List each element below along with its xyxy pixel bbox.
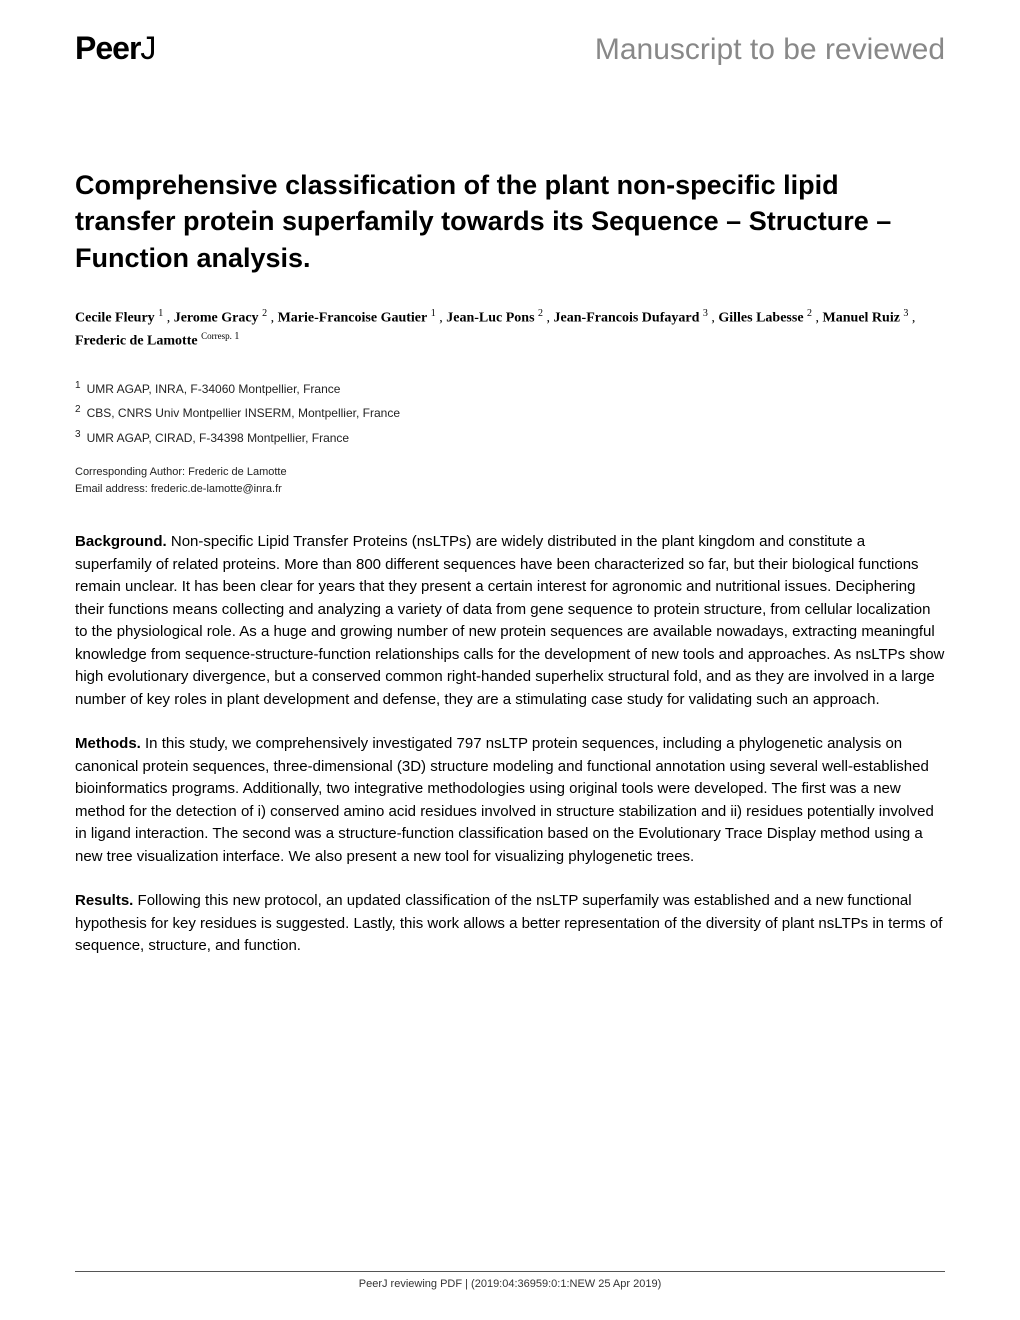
author: Jerome Gracy bbox=[174, 311, 259, 326]
affiliation: 3UMR AGAP, CIRAD, F-34398 Montpellier, F… bbox=[75, 425, 945, 450]
page-container: PeerJ Manuscript to be reviewed Comprehe… bbox=[0, 0, 1020, 1020]
manuscript-title: Comprehensive classification of the plan… bbox=[75, 167, 945, 276]
author: Gilles Labesse bbox=[718, 311, 803, 326]
logo-j: J bbox=[140, 30, 156, 66]
page-footer: PeerJ reviewing PDF | (2019:04:36959:0:1… bbox=[75, 1271, 945, 1290]
affiliation: 1UMR AGAP, INRA, F-34060 Montpellier, Fr… bbox=[75, 376, 945, 401]
affiliation: 2CBS, CNRS Univ Montpellier INSERM, Mont… bbox=[75, 400, 945, 425]
author: Jean-Luc Pons bbox=[446, 311, 534, 326]
author: Manuel Ruiz bbox=[823, 311, 900, 326]
corresponding-author: Corresponding Author: Frederic de Lamott… bbox=[75, 464, 945, 497]
journal-logo: PeerJ bbox=[75, 30, 156, 67]
author: Jean-Francois Dufayard bbox=[554, 311, 700, 326]
abstract-methods: Methods. In this study, we comprehensive… bbox=[75, 733, 945, 868]
author-list: Cecile Fleury 1 , Jerome Gracy 2 , Marie… bbox=[75, 306, 945, 351]
abstract: Background. Non-specific Lipid Transfer … bbox=[75, 531, 945, 958]
review-status: Manuscript to be reviewed bbox=[595, 33, 945, 67]
abstract-background: Background. Non-specific Lipid Transfer … bbox=[75, 531, 945, 711]
author: Cecile Fleury bbox=[75, 311, 155, 326]
abstract-results: Results. Following this new protocol, an… bbox=[75, 890, 945, 958]
page-header: PeerJ Manuscript to be reviewed bbox=[75, 30, 945, 67]
author: Marie-Francoise Gautier bbox=[278, 311, 428, 326]
author: Frederic de Lamotte bbox=[75, 334, 198, 349]
logo-peer: Peer bbox=[75, 30, 140, 66]
affiliation-list: 1UMR AGAP, INRA, F-34060 Montpellier, Fr… bbox=[75, 376, 945, 450]
